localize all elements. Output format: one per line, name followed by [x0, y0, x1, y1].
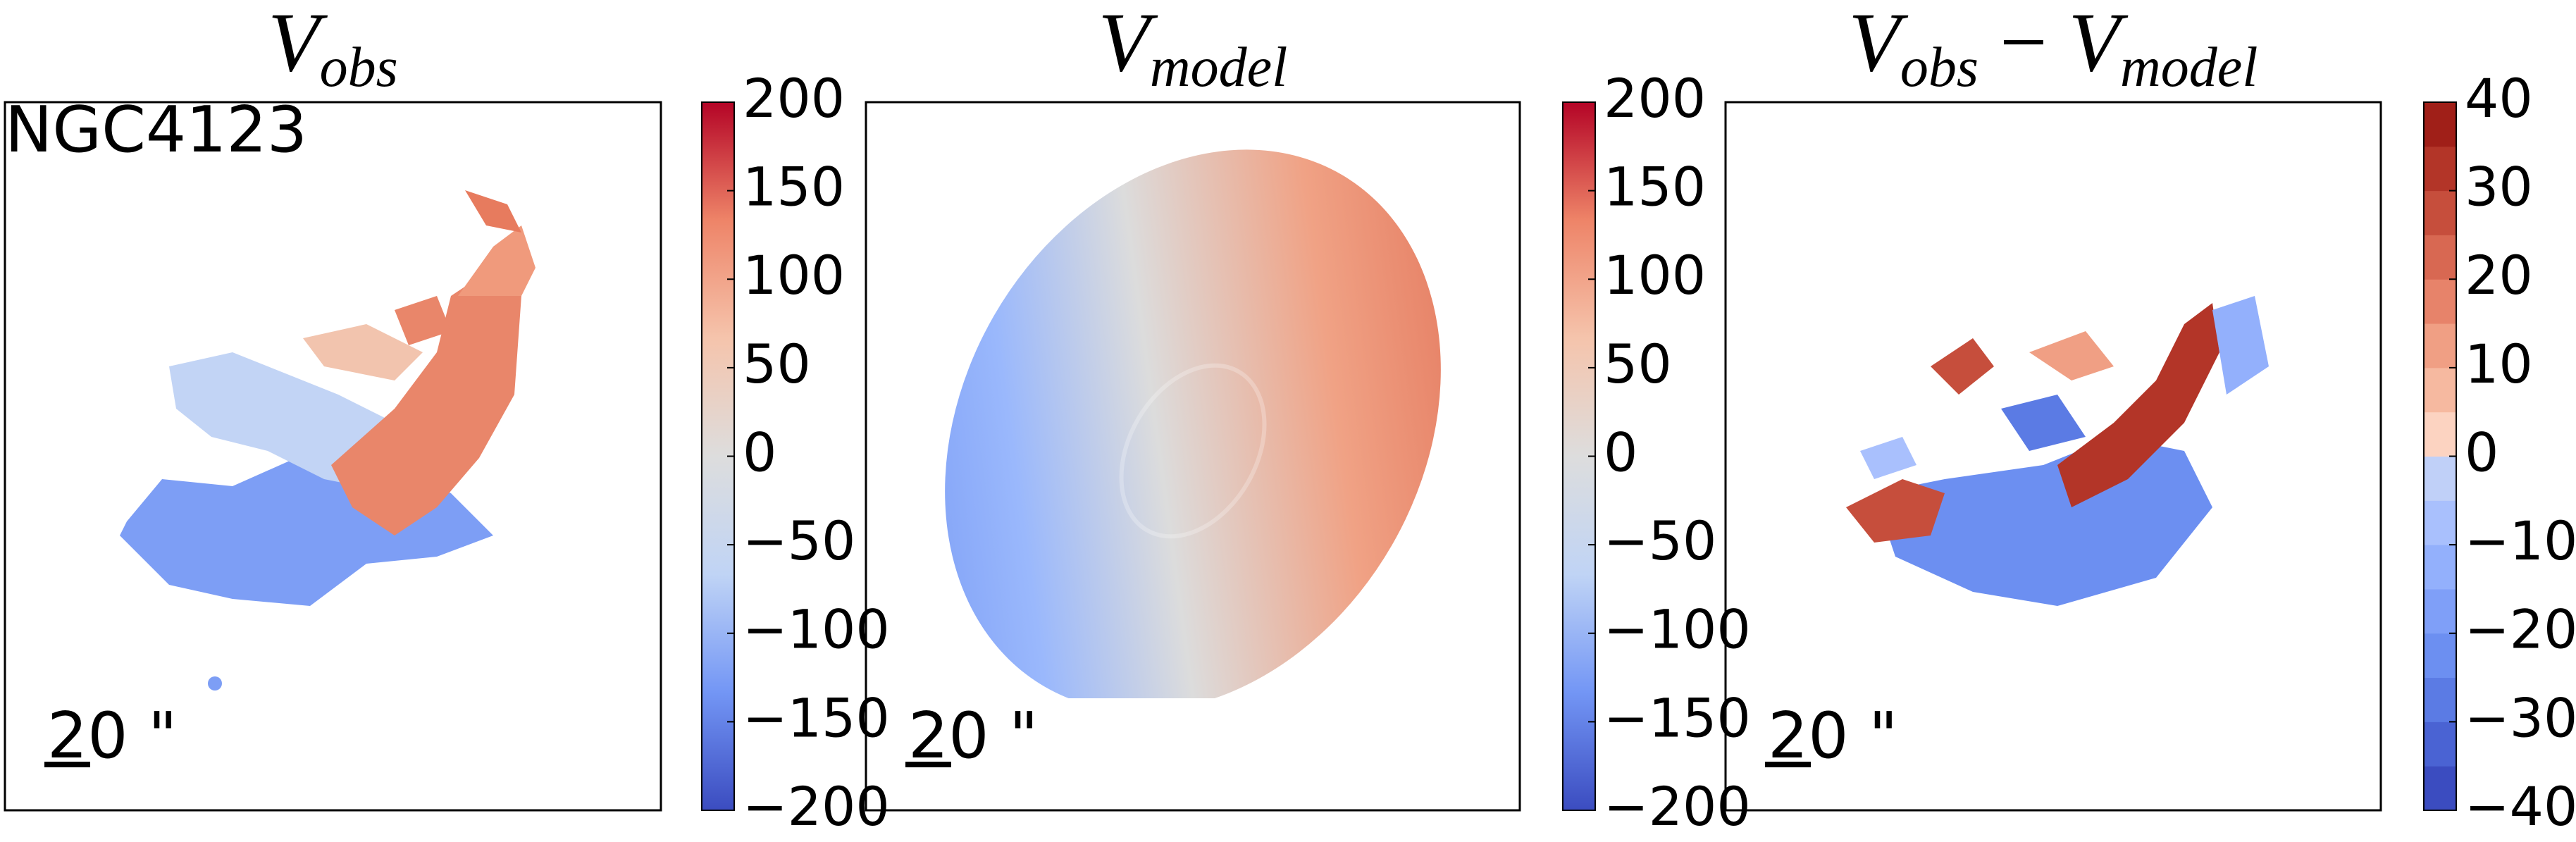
colorbar-tick-label: 0	[2465, 421, 2498, 483]
colorbar-band	[2424, 766, 2456, 811]
colorbar-band	[2424, 102, 2456, 147]
colorbar-tick-label: 20	[2465, 244, 2533, 307]
panel-frame	[1724, 101, 2382, 812]
model-map	[945, 149, 1441, 698]
colorbar-tick-label: −200	[1604, 775, 1751, 838]
velocity-map	[120, 190, 535, 691]
title-part: V	[268, 0, 328, 89]
colorbar-tick-label: 100	[1604, 244, 1706, 307]
colorbar-band	[2424, 190, 2456, 235]
colorbar-band	[2424, 677, 2456, 722]
title-part: model	[1150, 37, 1288, 99]
title-part: model	[2120, 37, 2258, 99]
colorbar-tick-label: 10	[2465, 333, 2533, 395]
scale-label: 20 "	[1768, 699, 1898, 773]
scale-label: 20 "	[908, 699, 1039, 773]
colorbar-band	[2424, 588, 2456, 634]
colorbar-tick-label: 0	[1604, 421, 1637, 483]
colorbar-tick-label: −50	[743, 509, 855, 572]
residual-map	[1846, 296, 2269, 606]
title-part: V	[1098, 0, 1158, 89]
colorbar-tick-label: −20	[2465, 598, 2576, 661]
panel-frame	[4, 101, 662, 812]
colorbar-band	[2424, 500, 2456, 545]
colorbar-tick-label: −40	[2465, 775, 2576, 838]
colorbar-tick-label: 200	[1604, 67, 1706, 130]
colorbar-tick-label: −50	[1604, 509, 1716, 572]
scale-label: 20 "	[47, 699, 178, 773]
title-part: V	[2069, 0, 2129, 89]
panel-frame	[865, 101, 1521, 812]
colorbar-tick-label: 50	[1604, 333, 1672, 395]
colorbar-band	[2424, 367, 2456, 413]
colorbar-tick-label: −200	[743, 775, 890, 838]
title-part: V	[1849, 0, 1909, 89]
panel-title: Vobs − Vmodel	[1849, 0, 2258, 99]
title-part: obs	[1900, 37, 1979, 99]
colorbar-tick-label: −150	[743, 686, 890, 749]
colorbar-tick-label: 100	[743, 244, 845, 307]
colorbar-tick-label: −100	[1604, 598, 1751, 661]
colorbar-tick-label: 30	[2465, 156, 2533, 218]
title-part: −	[1979, 0, 2069, 89]
title-part: obs	[320, 37, 398, 99]
colorbar-band	[2424, 545, 2456, 590]
colorbar-band	[2424, 279, 2456, 324]
colorbar-tick-label: −100	[743, 598, 890, 661]
colorbar-tick-label: −150	[1604, 686, 1751, 749]
colorbar-band	[2424, 722, 2456, 767]
colorbar-band	[2424, 323, 2456, 369]
colorbar-tick-label: 50	[743, 333, 811, 395]
colorbar-tick-label: 0	[743, 421, 776, 483]
colorbar-tick-label: 200	[743, 67, 845, 130]
panel-title: Vobs	[268, 0, 397, 99]
colorbar-band	[2424, 456, 2456, 501]
colorbar-tick-label: −10	[2465, 509, 2576, 572]
colorbar-band	[2424, 235, 2456, 280]
colorbar-tick-label: −30	[2465, 686, 2576, 749]
colorbar-tick-label: 150	[1604, 156, 1706, 218]
colorbar-tick-label: 40	[2465, 67, 2533, 130]
panel-title: Vmodel	[1098, 0, 1288, 99]
colorbar-band	[2424, 146, 2456, 192]
colorbar-band	[2424, 633, 2456, 679]
colorbar-tick-label: 150	[743, 156, 845, 218]
colorbar-band	[2424, 411, 2456, 457]
annotation: NGC4123	[5, 93, 307, 167]
